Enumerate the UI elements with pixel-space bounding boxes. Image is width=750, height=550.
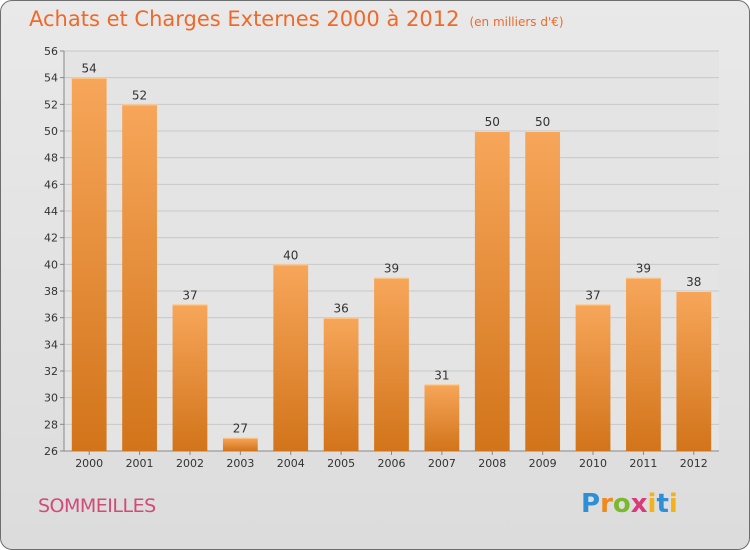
- bar: [474, 131, 510, 451]
- bar: [424, 384, 460, 451]
- data-label: 36: [333, 302, 348, 316]
- logo-letter: x: [630, 489, 648, 519]
- x-tick-label: 2010: [579, 457, 607, 470]
- chart-title-text: Achats et Charges Externes 2000 à 2012: [29, 7, 460, 31]
- x-tick-label: 2012: [680, 457, 708, 470]
- y-tick-label: 52: [44, 98, 58, 111]
- data-label: 40: [283, 248, 298, 262]
- y-tick-label: 50: [44, 125, 58, 138]
- x-tick-label: 2005: [327, 457, 355, 470]
- logo-letter: i: [668, 489, 678, 519]
- data-label: 54: [82, 62, 97, 76]
- y-tick-label: 54: [44, 72, 58, 85]
- place-name: SOMMEILLES: [38, 495, 156, 517]
- y-tick-label: 28: [44, 418, 58, 431]
- x-tick-label: 2001: [126, 457, 154, 470]
- y-tick-label: 30: [44, 392, 58, 405]
- x-tick-label: 2009: [529, 457, 557, 470]
- bar: [525, 131, 561, 451]
- data-label: 37: [182, 288, 197, 302]
- chart-title: Achats et Charges Externes 2000 à 2012 (e…: [29, 7, 564, 31]
- bar: [575, 304, 611, 451]
- y-tick-label: 34: [44, 338, 58, 351]
- y-tick-label: 40: [44, 258, 58, 271]
- logo-letter: o: [612, 489, 631, 519]
- y-tick-label: 32: [44, 365, 58, 378]
- x-tick-label: 2011: [629, 457, 657, 470]
- logo-letter: r: [600, 489, 613, 519]
- x-tick-label: 2002: [176, 457, 204, 470]
- y-tick-label: 36: [44, 312, 58, 325]
- data-label: 39: [636, 262, 651, 276]
- bar: [172, 304, 208, 451]
- bar: [676, 291, 712, 451]
- data-label: 39: [384, 262, 399, 276]
- bar: [323, 317, 359, 451]
- y-tick-label: 42: [44, 232, 58, 245]
- bar: [374, 277, 409, 451]
- data-label: 27: [233, 422, 248, 436]
- y-tick-label: 38: [44, 285, 58, 298]
- data-label: 37: [585, 288, 600, 302]
- logo-letter: t: [656, 489, 669, 519]
- x-tick-label: 2003: [226, 457, 254, 470]
- data-label: 50: [535, 115, 550, 129]
- x-tick-label: 2004: [277, 457, 305, 470]
- bar: [273, 264, 309, 451]
- y-tick-label: 44: [44, 205, 58, 218]
- x-tick-label: 2006: [378, 457, 406, 470]
- data-label: 38: [686, 275, 701, 289]
- logo-letter: i: [647, 489, 657, 519]
- bar: [71, 77, 107, 452]
- y-tick-label: 48: [44, 152, 58, 165]
- y-tick-label: 56: [44, 45, 58, 58]
- bar: [122, 104, 157, 451]
- logo-letter: P: [581, 489, 601, 519]
- x-tick-label: 2007: [428, 457, 456, 470]
- chart-subtitle: (en milliers d'€): [469, 15, 564, 29]
- data-label: 50: [485, 115, 500, 129]
- proxiti-logo: Proxiti: [581, 489, 678, 519]
- y-tick-label: 26: [44, 445, 58, 458]
- bar: [626, 277, 661, 451]
- x-tick-label: 2008: [478, 457, 506, 470]
- x-tick-label: 2000: [75, 457, 103, 470]
- data-label: 52: [132, 88, 147, 102]
- bar: [222, 437, 258, 451]
- data-label: 31: [434, 368, 449, 382]
- y-tick-label: 46: [44, 178, 58, 191]
